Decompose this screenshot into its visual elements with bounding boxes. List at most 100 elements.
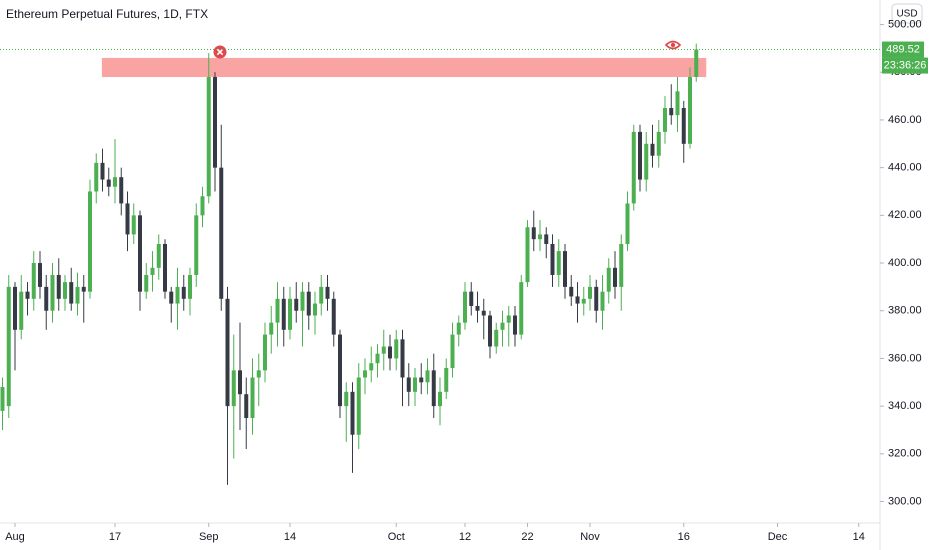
countdown-label: 23:36:26 xyxy=(884,59,927,71)
candle-body xyxy=(481,310,486,316)
candle-body xyxy=(275,298,280,323)
y-tick-label: 340.00 xyxy=(888,400,922,412)
candle-body xyxy=(144,274,149,292)
candle-body xyxy=(425,370,430,383)
candle-body xyxy=(581,298,586,304)
candle-body xyxy=(438,391,442,407)
candle-body xyxy=(381,346,386,354)
candle-body xyxy=(675,91,680,116)
candle-body xyxy=(488,315,492,347)
candle-body xyxy=(313,303,317,316)
candle-body xyxy=(500,322,505,330)
candle-body xyxy=(206,77,211,197)
candle-body xyxy=(263,334,267,371)
candle-body xyxy=(363,370,367,378)
candle-body xyxy=(294,298,299,311)
candle-body xyxy=(388,346,392,359)
candle-body xyxy=(94,162,99,192)
candle-body xyxy=(663,108,667,132)
alert-icon[interactable] xyxy=(213,45,227,59)
candle-body xyxy=(194,215,199,275)
candle-body xyxy=(400,339,405,378)
currency-button-box[interactable] xyxy=(891,3,923,24)
candle-body xyxy=(306,291,311,316)
candle-body xyxy=(506,315,511,323)
eye-icon-outline[interactable] xyxy=(664,40,682,50)
candle-body xyxy=(344,391,349,407)
y-tick-label: 320.00 xyxy=(888,448,922,460)
candle-body xyxy=(156,243,161,268)
last-price-label: 489.52 xyxy=(886,43,920,55)
candle-body xyxy=(650,143,655,156)
currency-button[interactable]: USD xyxy=(891,3,923,24)
x-tick-label: 17 xyxy=(109,531,121,543)
candle-body xyxy=(6,286,11,407)
candle-body xyxy=(125,203,130,235)
candle-body xyxy=(169,291,174,304)
candle-body xyxy=(13,286,17,330)
candle-body xyxy=(131,215,136,235)
candle-body xyxy=(188,274,192,299)
candle-body xyxy=(494,329,499,347)
x-tick-label: Sep xyxy=(199,531,219,543)
candle-body xyxy=(631,131,636,204)
x-tick-label: 22 xyxy=(521,531,533,543)
candle-body xyxy=(244,394,249,419)
candle-body xyxy=(644,143,649,180)
candle-body xyxy=(688,77,692,144)
candle-body xyxy=(250,377,255,419)
candle-body xyxy=(281,298,286,330)
candle-body xyxy=(594,286,599,311)
candle-body xyxy=(563,251,567,287)
candle-body xyxy=(656,131,661,156)
candle-body xyxy=(238,370,242,395)
candle-body xyxy=(375,353,380,364)
candle-body xyxy=(456,322,461,335)
candle-body xyxy=(44,286,49,311)
candle-body xyxy=(31,263,36,299)
y-tick-label: 440.00 xyxy=(888,162,922,174)
candle-body xyxy=(75,286,80,304)
candle-body xyxy=(113,177,117,187)
y-tick-label: 420.00 xyxy=(888,209,922,221)
candle-body xyxy=(413,377,417,392)
candle-body xyxy=(356,377,361,435)
candle-body xyxy=(588,286,592,299)
candle-body xyxy=(556,251,561,275)
candle-body xyxy=(150,267,155,275)
candle-body xyxy=(619,243,624,287)
x-tick-label: 14 xyxy=(853,531,865,543)
x-tick-label: Nov xyxy=(580,531,600,543)
x-tick-label: 12 xyxy=(459,531,471,543)
candle-body xyxy=(231,370,236,407)
candle-body xyxy=(300,291,305,311)
candle-body xyxy=(63,282,67,299)
candle-body xyxy=(544,234,549,244)
candle-body xyxy=(525,227,530,283)
candle-body xyxy=(606,267,611,292)
eye-icon[interactable] xyxy=(664,40,682,50)
candle-body xyxy=(350,391,355,435)
candle-body xyxy=(100,162,105,180)
candle-body xyxy=(38,263,42,287)
y-tick-label: 360.00 xyxy=(888,352,922,364)
candle-body xyxy=(394,339,399,359)
candle-body xyxy=(469,291,474,306)
candle-body xyxy=(519,282,524,335)
y-tick-label: 460.00 xyxy=(888,114,922,126)
candle-body xyxy=(681,108,686,144)
currency-label[interactable]: USD xyxy=(896,9,917,20)
candle-body xyxy=(119,177,124,204)
candle-body xyxy=(269,322,274,335)
candle-body xyxy=(200,196,205,216)
eye-icon-pupil xyxy=(670,42,676,48)
y-tick-label: 380.00 xyxy=(888,305,922,317)
chart-title: Ethereum Perpetual Futures, 1D, FTX xyxy=(6,7,208,21)
candle-body xyxy=(331,298,336,335)
candle-body xyxy=(25,291,30,299)
candle-body xyxy=(81,286,86,292)
candle-body xyxy=(0,387,5,411)
candle-body xyxy=(406,377,411,392)
x-tick-label: Dec xyxy=(768,531,788,543)
candle-body xyxy=(450,334,455,368)
